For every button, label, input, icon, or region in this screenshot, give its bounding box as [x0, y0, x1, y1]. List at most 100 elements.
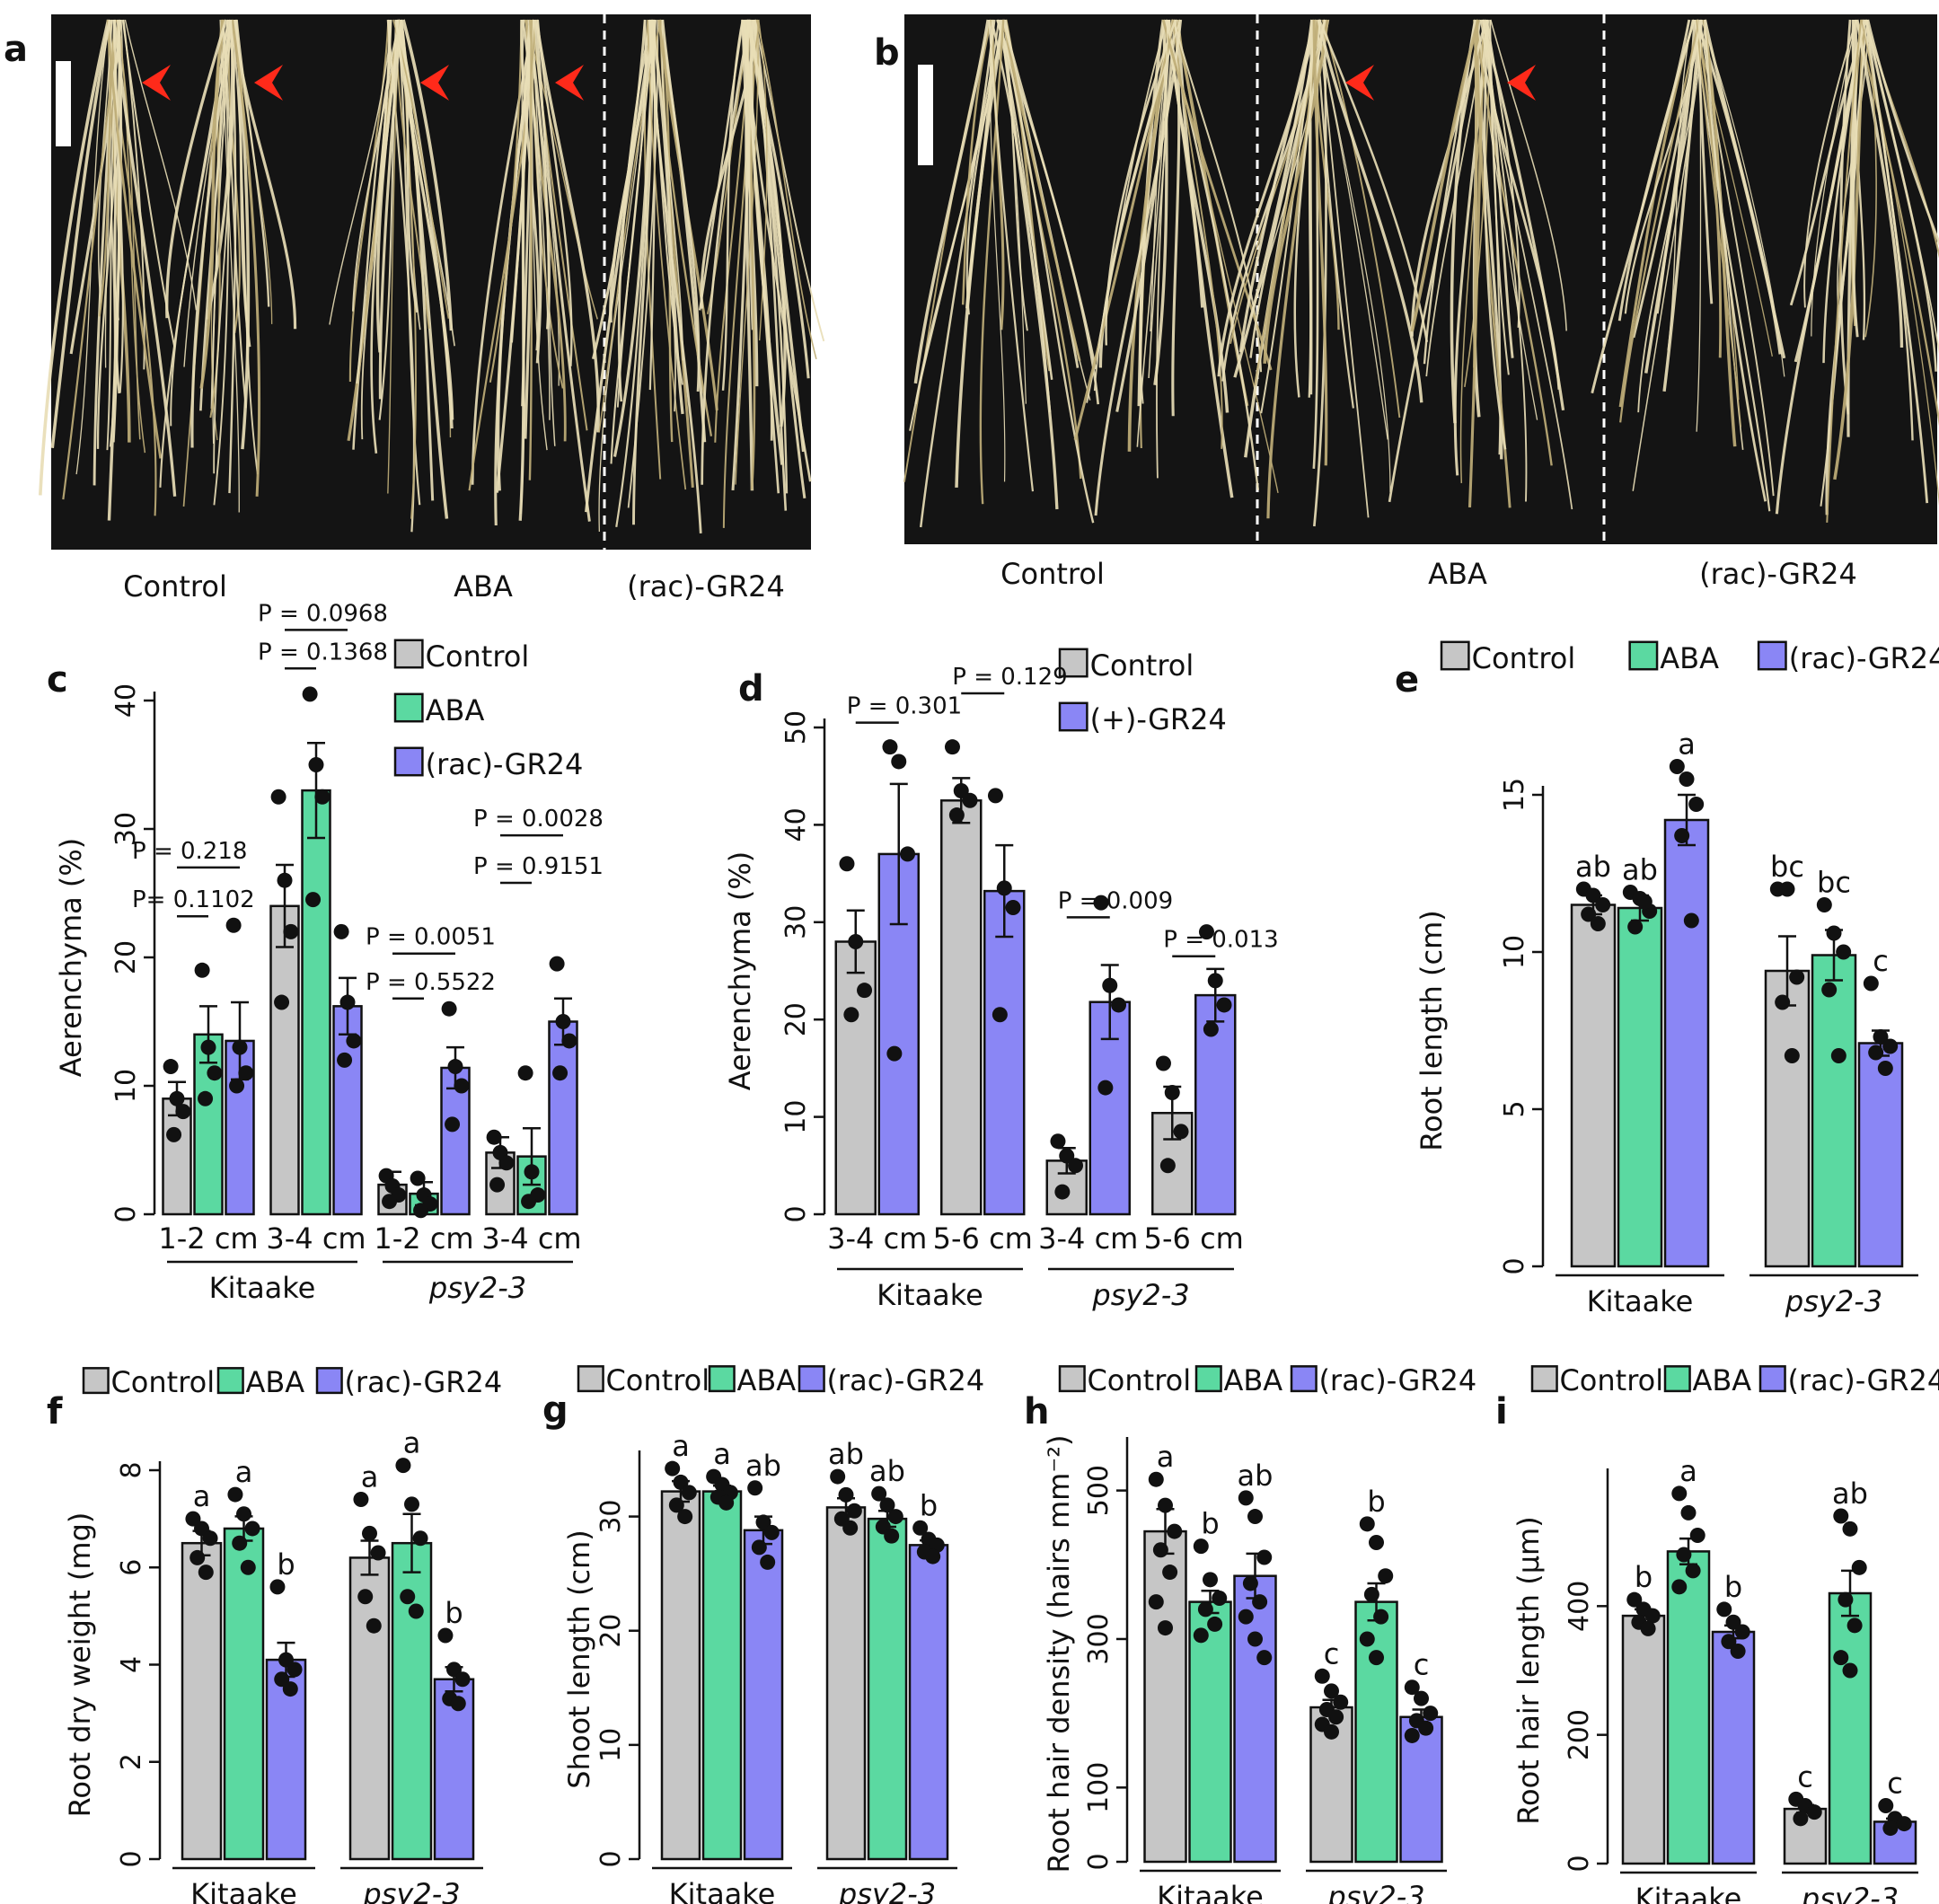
root-strand	[1105, 19, 1177, 346]
y-tick-label: 10	[110, 1069, 142, 1103]
root-strand	[533, 19, 591, 522]
root-strand	[1313, 19, 1388, 440]
data-point	[1111, 997, 1127, 1013]
data-point	[305, 892, 322, 908]
data-point	[412, 1530, 428, 1547]
arrowhead-marker	[555, 65, 584, 101]
root-strand	[1308, 19, 1317, 398]
data-point	[169, 1090, 185, 1106]
data-point	[244, 1521, 260, 1537]
data-point	[277, 872, 293, 888]
subgroup-label: 1-2 cm	[374, 1221, 473, 1256]
data-point	[1830, 1048, 1846, 1063]
pvalue-label: P = 0.0968	[258, 600, 388, 627]
data-point	[441, 1000, 457, 1017]
data-point	[240, 1559, 256, 1575]
legend-swatch	[1290, 1365, 1318, 1393]
significance-letter: c	[1887, 1767, 1903, 1801]
data-point	[232, 1535, 248, 1551]
subgroup-label: 5-6 cm	[1144, 1221, 1244, 1256]
root-strand	[98, 19, 117, 317]
data-point	[353, 1491, 369, 1507]
legend-label: ABA	[1223, 1363, 1282, 1397]
bar	[1143, 1529, 1187, 1864]
data-point	[886, 1045, 903, 1062]
root-strand	[1826, 19, 1863, 523]
root-strand	[1312, 19, 1328, 466]
significance-letter: ab	[1238, 1459, 1274, 1493]
root-strand	[1837, 19, 1869, 318]
data-point	[1734, 1624, 1750, 1640]
root-strand	[1803, 19, 1857, 308]
root-strand	[1839, 19, 1852, 415]
data-point	[362, 1525, 377, 1541]
data-point	[552, 1065, 568, 1081]
root-strand	[521, 19, 542, 364]
y-tick-label: 0	[1499, 1257, 1530, 1274]
data-point	[1242, 1575, 1258, 1591]
root-strand	[1662, 19, 1703, 392]
data-point	[992, 1007, 1008, 1023]
root-strand	[122, 19, 145, 370]
root-strand	[378, 19, 402, 400]
bar	[1811, 954, 1857, 1268]
data-point	[1404, 1727, 1420, 1743]
y-axis-title: Aerenchyma (%)	[723, 851, 757, 1091]
legend-swatch	[1058, 1365, 1086, 1393]
root-strand	[661, 19, 701, 392]
data-point	[1679, 771, 1695, 787]
data-point	[1193, 1627, 1209, 1644]
chart-i: i 0 200 400 Root hair length (μm) Control ABA (…	[1495, 1363, 1939, 1904]
data-point	[1878, 1798, 1894, 1813]
root-strand	[1866, 19, 1939, 246]
data-point	[1851, 1559, 1867, 1575]
data-point	[1669, 759, 1685, 774]
panel-letter-e: e	[1395, 659, 1419, 701]
data-point	[229, 1078, 245, 1094]
significance-letter: c	[1797, 1759, 1813, 1794]
data-point	[1873, 1029, 1889, 1045]
y-tick-label: 400	[1564, 1581, 1595, 1632]
data-point	[308, 757, 324, 772]
bar	[301, 789, 331, 1216]
data-point	[302, 686, 318, 702]
y-tick-label: 20	[780, 1002, 812, 1036]
significance-letter: b	[1635, 1560, 1653, 1594]
photo-b-caption-control: Control	[1000, 557, 1105, 591]
panel-letter-g: g	[542, 1389, 568, 1431]
data-point	[747, 1480, 763, 1496]
pvalue-label: P = 0.013	[1163, 927, 1278, 954]
data-point	[1102, 977, 1118, 993]
data-point	[912, 1520, 929, 1536]
legend-label: (rac)-GR24	[1318, 1363, 1476, 1397]
root-strand	[1317, 19, 1423, 403]
legend-swatch	[216, 1367, 244, 1395]
significance-letter: b	[445, 1596, 463, 1630]
root-strand	[112, 19, 120, 443]
root-strand	[1852, 19, 1859, 338]
panel-letter-i: i	[1495, 1391, 1508, 1432]
root-strand	[1136, 19, 1168, 447]
data-point	[1842, 1521, 1858, 1537]
group-label: psy2-3	[362, 1877, 460, 1904]
data-point	[454, 1671, 471, 1688]
bar	[743, 1529, 784, 1861]
root-strand	[609, 19, 657, 323]
subgroup-label: 5-6 cm	[933, 1221, 1033, 1256]
pvalue-label: P = 0.1368	[258, 639, 388, 666]
root-strand	[1156, 19, 1177, 479]
data-point	[445, 1116, 461, 1133]
data-point	[925, 1548, 941, 1565]
root-strand	[190, 19, 233, 448]
root-strand	[1695, 19, 1723, 358]
data-point	[1203, 1021, 1219, 1037]
legend-label: (rac)-GR24	[426, 747, 584, 781]
root-strand	[585, 19, 655, 513]
data-point	[751, 1539, 767, 1556]
root-strand	[755, 19, 817, 360]
root-strand	[165, 19, 228, 319]
legend-label: ABA	[426, 693, 485, 727]
root-strand	[1703, 19, 1782, 355]
legend-swatch	[708, 1365, 736, 1393]
panel-letter-b: b	[874, 32, 900, 74]
